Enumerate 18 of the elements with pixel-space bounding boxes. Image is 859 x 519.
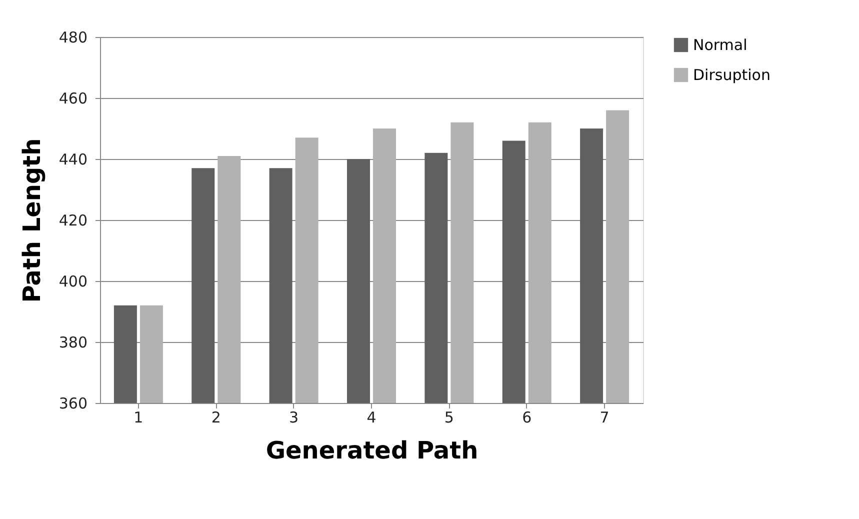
y-tick-label: 400 — [58, 272, 88, 290]
y-tick-label: 460 — [58, 90, 88, 108]
x-axis-title: Generated Path — [266, 436, 478, 464]
x-tick-label: 3 — [289, 408, 299, 426]
y-tick-label: 480 — [58, 28, 88, 46]
x-tick-label: 5 — [444, 408, 454, 426]
y-tick-label: 420 — [58, 212, 88, 230]
x-tick-label: 4 — [366, 408, 376, 426]
y-axis-title: Path Length — [18, 138, 46, 303]
y-tick-label: 380 — [58, 334, 88, 352]
y-tick-label: 360 — [58, 394, 88, 412]
x-tick-label: 2 — [211, 408, 221, 426]
x-tick-label: 1 — [134, 408, 144, 426]
x-tick-label: 6 — [522, 408, 532, 426]
x-tick-label: 7 — [600, 408, 610, 426]
legend-label: Normal — [693, 36, 748, 54]
y-tick-label: 440 — [58, 150, 88, 168]
legend-label: Dirsuption — [693, 66, 770, 84]
